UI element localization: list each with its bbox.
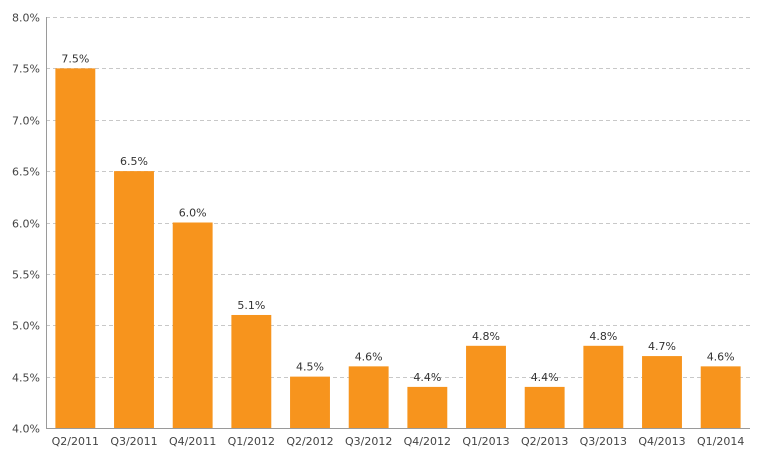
y-tick-label: 8.0% bbox=[12, 12, 40, 25]
bars bbox=[55, 68, 741, 428]
x-tick-label: Q4/2013 bbox=[638, 435, 685, 448]
data-label: 4.8% bbox=[589, 330, 617, 343]
x-tick-label: Q3/2013 bbox=[580, 435, 627, 448]
bar bbox=[172, 222, 213, 428]
bar bbox=[231, 314, 272, 428]
x-tick-label: Q2/2013 bbox=[521, 435, 568, 448]
y-tick-label: 6.0% bbox=[12, 218, 40, 231]
y-tick-label: 6.5% bbox=[12, 166, 40, 179]
bar bbox=[55, 68, 96, 428]
x-tick-label: Q1/2012 bbox=[228, 435, 275, 448]
bar bbox=[407, 386, 448, 428]
y-tick-label: 7.5% bbox=[12, 63, 40, 76]
x-tick-label: Q4/2012 bbox=[404, 435, 451, 448]
data-label: 4.7% bbox=[648, 340, 676, 353]
data-label: 7.5% bbox=[61, 52, 89, 65]
x-tick-label: Q1/2013 bbox=[462, 435, 509, 448]
bar bbox=[114, 171, 154, 428]
data-label: 5.1% bbox=[237, 299, 265, 312]
grid-lines bbox=[46, 17, 750, 378]
y-tick-label: 4.0% bbox=[12, 423, 40, 436]
y-tick-label: 5.5% bbox=[12, 269, 40, 282]
x-tick-label: Q3/2011 bbox=[110, 435, 157, 448]
data-label: 4.4% bbox=[413, 371, 441, 384]
bar bbox=[466, 345, 506, 428]
bar bbox=[583, 345, 624, 428]
data-label: 4.8% bbox=[472, 330, 500, 343]
data-label: 4.5% bbox=[296, 361, 324, 374]
x-tick-label: Q1/2014 bbox=[697, 435, 744, 448]
bar bbox=[524, 386, 565, 428]
x-tick-label: Q3/2012 bbox=[345, 435, 392, 448]
data-labels: 7.5% 6.5% 6.0% 5.1% 4.5% 4.6% 4.4% 4.8% 4.4% 4.8%… bbox=[61, 52, 734, 384]
x-tick-label: Q2/2012 bbox=[286, 435, 333, 448]
data-label: 6.0% bbox=[179, 207, 207, 220]
bar bbox=[642, 356, 682, 428]
data-label: 4.6% bbox=[707, 350, 735, 363]
bar bbox=[290, 376, 330, 428]
y-tick-label: 7.0% bbox=[12, 115, 40, 128]
x-tick-label: Q4/2011 bbox=[169, 435, 216, 448]
y-tick-label: 5.0% bbox=[12, 320, 40, 333]
bar bbox=[348, 366, 389, 428]
y-tick-label: 4.5% bbox=[12, 372, 40, 385]
data-label: 6.5% bbox=[120, 155, 148, 168]
bar bbox=[700, 366, 741, 428]
data-label: 4.6% bbox=[355, 350, 383, 363]
axes: 4.0% 4.5% 5.0% 5.5% 6.0% 6.5% 7.0% 7.5% 8.0% Q2/2… bbox=[12, 12, 750, 448]
x-tick-label: Q2/2011 bbox=[52, 435, 99, 448]
data-label: 4.4% bbox=[531, 371, 559, 384]
